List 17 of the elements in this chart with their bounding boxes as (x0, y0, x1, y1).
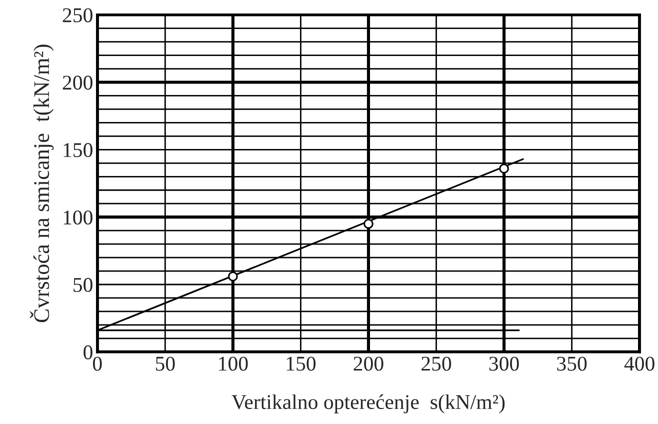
y-tick-label: 50 (74, 278, 92, 292)
y-tick-label: 100 (64, 210, 92, 225)
x-tick-label: 250 (422, 356, 452, 371)
y-tick-label: 200 (62, 76, 92, 90)
x-tick-label: 150 (286, 356, 316, 371)
x-tick-label: 300 (489, 356, 519, 371)
x-tick-label: 100 (219, 356, 248, 371)
x-tick-label: 200 (354, 356, 384, 371)
y-tick-label: 250 (62, 8, 92, 22)
y-axis-title: Čvrstoća na smicanje t(kN/m²) (30, 44, 54, 322)
x-tick-label: 0 (92, 356, 102, 371)
x-tick-label: 50 (156, 356, 175, 371)
y-tick-label: 0 (84, 345, 92, 360)
x-axis-title: Vertikalno opterećenje s(kN/m²) (232, 394, 505, 414)
x-tick-label: 400 (624, 356, 654, 371)
x-tick-label: 350 (557, 356, 587, 371)
y-tick-label: 150 (64, 143, 92, 158)
